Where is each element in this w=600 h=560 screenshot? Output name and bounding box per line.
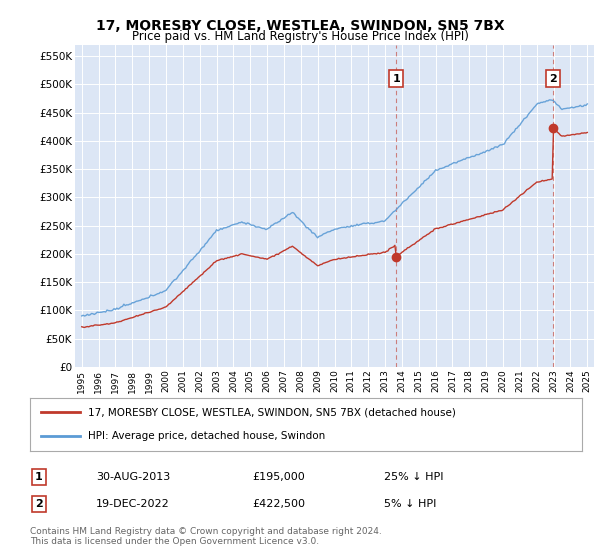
Text: 2: 2 <box>549 74 557 83</box>
Text: 25% ↓ HPI: 25% ↓ HPI <box>384 472 443 482</box>
Text: 5% ↓ HPI: 5% ↓ HPI <box>384 499 436 509</box>
Text: Contains HM Land Registry data © Crown copyright and database right 2024.
This d: Contains HM Land Registry data © Crown c… <box>30 526 382 546</box>
Text: 19-DEC-2022: 19-DEC-2022 <box>96 499 170 509</box>
Text: £422,500: £422,500 <box>252 499 305 509</box>
Text: 2: 2 <box>35 499 43 509</box>
Text: HPI: Average price, detached house, Swindon: HPI: Average price, detached house, Swin… <box>88 431 325 441</box>
Text: 30-AUG-2013: 30-AUG-2013 <box>96 472 170 482</box>
Text: 17, MORESBY CLOSE, WESTLEA, SWINDON, SN5 7BX: 17, MORESBY CLOSE, WESTLEA, SWINDON, SN5… <box>95 19 505 33</box>
Text: 1: 1 <box>392 74 400 83</box>
Text: 1: 1 <box>35 472 43 482</box>
Text: 17, MORESBY CLOSE, WESTLEA, SWINDON, SN5 7BX (detached house): 17, MORESBY CLOSE, WESTLEA, SWINDON, SN5… <box>88 408 456 418</box>
Text: Price paid vs. HM Land Registry's House Price Index (HPI): Price paid vs. HM Land Registry's House … <box>131 30 469 43</box>
Text: £195,000: £195,000 <box>252 472 305 482</box>
